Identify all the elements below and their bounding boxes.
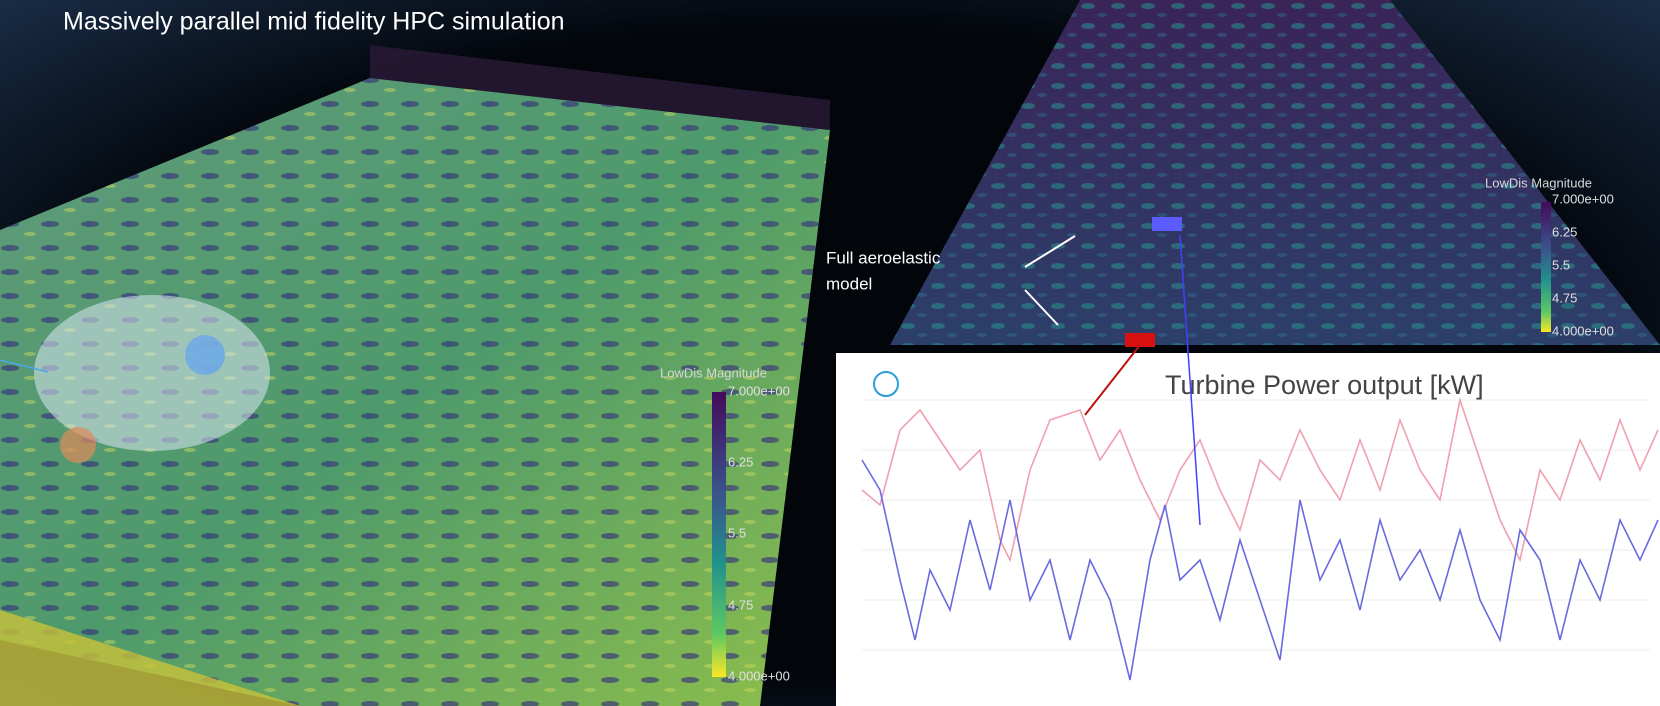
colorbar-label: LowDis Magnitude — [1485, 175, 1592, 190]
colorbar-tick: 4.75 — [728, 597, 753, 612]
turbine-marker — [1125, 333, 1155, 347]
colorbar-tick: 7.000e+00 — [1552, 191, 1614, 206]
colorbar-tick: 4.75 — [1552, 290, 1577, 305]
slide-title: Massively parallel mid fidelity HPC simu… — [63, 8, 565, 36]
turbine-marker — [185, 335, 225, 375]
chart-panel — [836, 353, 1660, 706]
colorbar — [1541, 202, 1551, 332]
colorbar — [712, 392, 726, 677]
highlight-ellipse — [34, 295, 270, 451]
slide: Massively parallel mid fidelity HPC simu… — [0, 0, 1660, 706]
colorbar-tick: 7.000e+00 — [728, 383, 790, 398]
colorbar-tick: 4.000e+00 — [1552, 323, 1614, 338]
colorbar-tick: 5.5 — [1552, 257, 1570, 272]
colorbar-tick: 6.25 — [1552, 224, 1577, 239]
colorbar-tick: 4.000e+00 — [728, 668, 790, 683]
annotation: model — [826, 274, 872, 293]
page: {"title": "Massively parallel mid fideli… — [0, 0, 1660, 706]
colorbar-label: LowDis Magnitude — [660, 365, 767, 380]
annotation: Full aeroelastic — [826, 248, 941, 267]
chart-title: Turbine Power output [kW] — [1165, 370, 1484, 400]
colorbar-tick: 6.25 — [728, 454, 753, 469]
turbine-marker — [1152, 217, 1182, 231]
colorbar-tick: 5.5 — [728, 525, 746, 540]
turbine-marker — [60, 427, 96, 463]
